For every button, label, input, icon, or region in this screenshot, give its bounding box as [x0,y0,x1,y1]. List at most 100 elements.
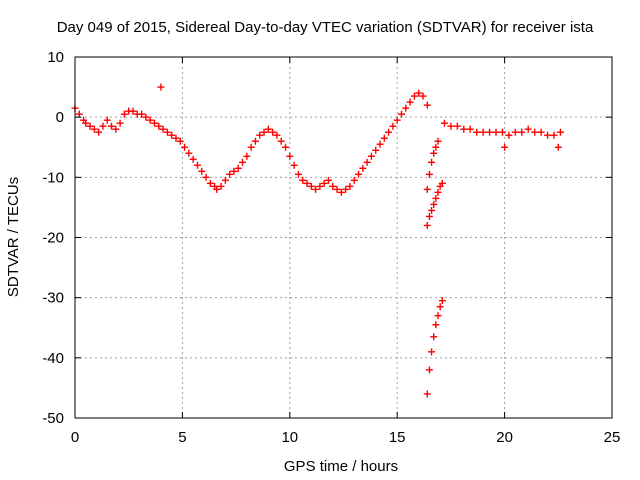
data-point [90,125,98,133]
data-point [518,128,526,136]
data-point [423,101,431,109]
data-point [434,312,442,320]
x-tick-label: 5 [178,429,186,446]
y-tick-label: 10 [47,49,64,66]
data-point [423,390,431,398]
data-point [337,188,345,196]
data-point [438,179,446,187]
data-point [290,161,298,169]
data-point [150,119,158,127]
data-point [120,110,128,118]
data-point [157,83,165,91]
y-tick-label: -50 [42,410,64,427]
data-point [159,125,167,133]
data-point [206,179,214,187]
y-tick-label: -30 [42,290,64,307]
data-point [432,194,440,202]
data-point [438,297,446,305]
data-point [430,200,438,208]
data-point [333,185,341,193]
data-point [251,137,259,145]
data-point [524,125,532,133]
data-point [434,188,442,196]
data-point [428,158,436,166]
data-point [372,146,380,154]
x-tick-label: 15 [389,429,406,446]
data-point [277,137,285,145]
data-point [269,128,277,136]
data-point [99,122,107,130]
axis-ticks: 0 5 10 15 20 25 10 0 -10 -20 -30 -40 -50 [42,49,620,446]
data-point [359,164,367,172]
data-point [324,176,332,184]
data-point [425,170,433,178]
data-point [217,182,225,190]
data-point [385,128,393,136]
data-point [453,122,461,130]
data-point [380,134,388,142]
data-point [247,143,255,151]
data-point [393,116,401,124]
data-point [95,128,103,136]
data-point [329,182,337,190]
data-point [260,128,268,136]
data-point [406,98,414,106]
data-point [430,333,438,341]
data-point [230,167,238,175]
y-axis-label: SDTVAR / TECUs [5,177,22,297]
data-point [168,131,176,139]
data-point [460,125,468,133]
data-point [193,161,201,169]
data-point [425,366,433,374]
y-tick-label: -40 [42,350,64,367]
data-point [82,119,90,127]
data-points [71,83,564,398]
data-point [342,185,350,193]
data-point [544,131,552,139]
data-point [294,170,302,178]
data-point [363,158,371,166]
data-point [312,185,320,193]
data-point [138,110,146,118]
data-point [155,122,163,130]
data-point [320,179,328,187]
data-point [432,143,440,151]
data-point [425,212,433,220]
data-point [243,152,251,160]
data-point [531,128,539,136]
data-point [202,173,210,181]
data-point [423,221,431,229]
data-point [556,128,564,136]
data-point [112,125,120,133]
data-point [282,143,290,151]
data-point [432,321,440,329]
data-point [447,122,455,130]
data-point [185,149,193,157]
chart-title: Day 049 of 2015, Sidereal Day-to-day VTE… [57,19,594,36]
data-point [142,113,150,121]
y-tick-label: -10 [42,169,64,186]
data-point [286,152,294,160]
data-point [264,125,272,133]
data-point [355,170,363,178]
grid [75,57,612,418]
data-point [367,152,375,160]
data-point [537,128,545,136]
data-point [501,143,509,151]
data-point [511,128,519,136]
data-point [181,143,189,151]
data-point [303,179,311,187]
data-point [419,92,427,100]
data-point [221,176,229,184]
x-tick-label: 25 [604,429,621,446]
data-point [428,348,436,356]
data-point [146,116,154,124]
data-point [226,170,234,178]
data-point [213,185,221,193]
data-point [176,137,184,145]
data-point [423,185,431,193]
data-point [239,158,247,166]
x-axis-label: GPS time / hours [284,458,398,475]
x-tick-label: 0 [71,429,79,446]
